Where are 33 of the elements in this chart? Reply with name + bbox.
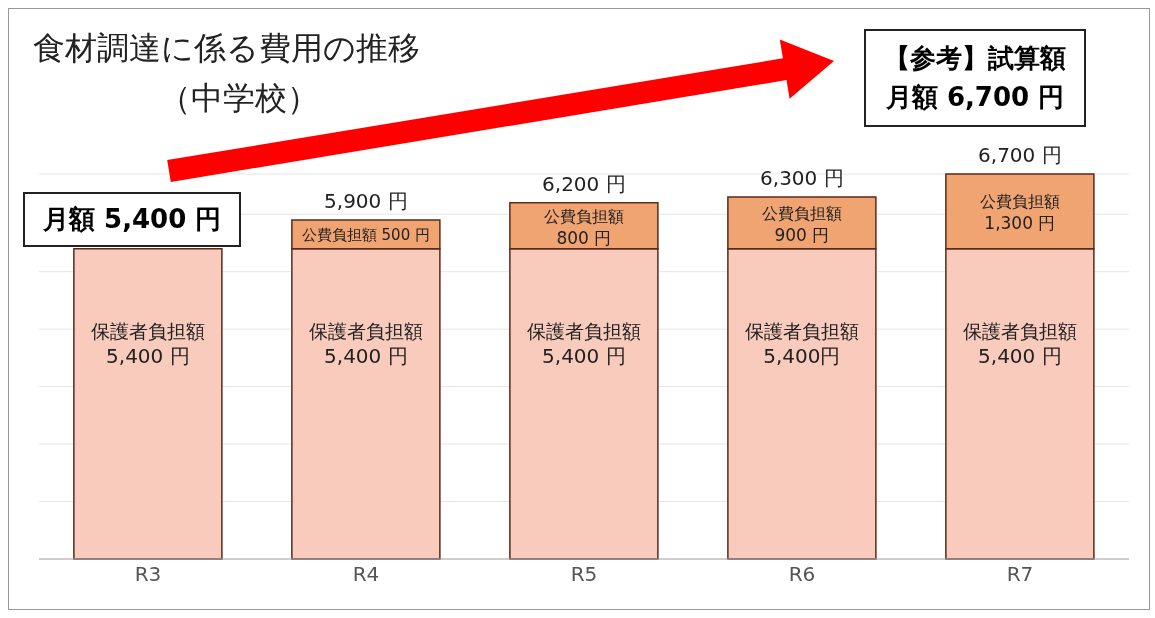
text: 【参考】試算額 — [884, 42, 1066, 75]
text: 保護者負担額 — [962, 319, 1077, 342]
x-tick-label: R3 — [134, 562, 162, 587]
text: 月額 6,700 円 — [884, 81, 1066, 114]
annotation: 月額 5,400 円 — [23, 192, 242, 247]
text: 保護者負担額 — [308, 319, 423, 342]
data-label: 5,400 円 — [324, 343, 408, 368]
data-label: 5,400 円 — [542, 343, 626, 368]
text: 公費負担額 — [761, 203, 842, 223]
x-tick-label: R5 — [570, 562, 598, 587]
text: 保護者負担額 — [744, 319, 859, 342]
series-label: 公費負担額 — [543, 206, 624, 226]
x-tick-label: R4 — [352, 562, 380, 587]
data-label: 5,400 円 — [106, 343, 190, 368]
chart-subtitle: （中学校） — [159, 78, 319, 119]
total-label: 6,700 円 — [978, 143, 1062, 167]
data-label: 5,400 円 — [978, 343, 1062, 368]
x-tick-label: R7 — [1006, 562, 1034, 587]
text: 公費負担額 — [979, 192, 1060, 212]
data-label: 900 円 — [774, 224, 830, 245]
text: 保護者負担額 — [526, 319, 641, 342]
series-label: 保護者負担額 — [90, 319, 205, 342]
total-label: 5,900 円 — [324, 188, 408, 213]
text: 公費負担額 — [301, 226, 377, 245]
data-label: 5,400円 — [763, 343, 841, 368]
x-tick-label: R6 — [788, 562, 816, 587]
bar — [73, 247, 223, 560]
data-label: 800 円 — [556, 227, 612, 248]
data-label: 1,300 円 — [984, 213, 1056, 234]
total-label: 6,200 円 — [542, 171, 626, 196]
chart-title: 食材調達に係る費用の推移 — [33, 28, 420, 69]
data-label: 500 円 — [381, 226, 430, 245]
total-label: 6,300 円 — [760, 165, 844, 190]
